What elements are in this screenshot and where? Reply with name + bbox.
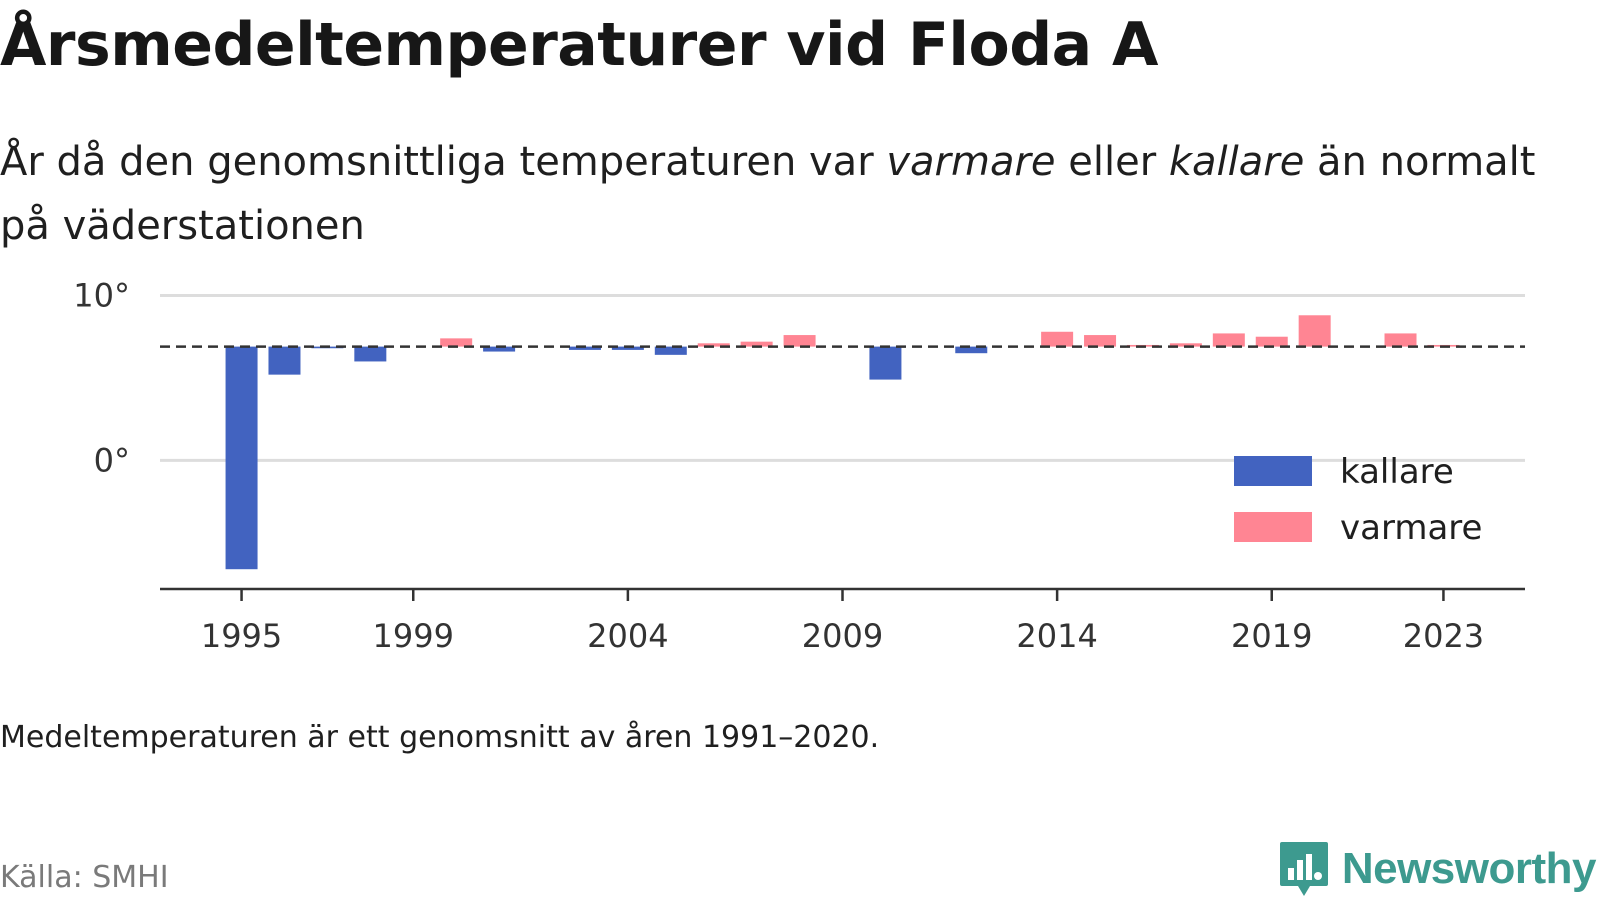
subtitle-text-2: eller bbox=[1055, 139, 1169, 185]
bar-warm bbox=[1384, 333, 1417, 347]
brand[interactable]: Newsworthy bbox=[1278, 840, 1597, 898]
footnote: Medeltemperaturen är ett genomsnitt av å… bbox=[0, 720, 880, 755]
bar-cold bbox=[354, 346, 387, 362]
subtitle-warm-word: varmare bbox=[886, 139, 1056, 185]
x-tick-label: 2019 bbox=[1231, 617, 1312, 655]
legend-swatch-varmare bbox=[1234, 512, 1312, 542]
subtitle-text-1: År då den genomsnittliga temperaturen va… bbox=[0, 139, 887, 185]
bar-warm bbox=[1084, 335, 1117, 347]
x-tick-label: 2004 bbox=[587, 617, 668, 655]
chart-title: Årsmedeltemperaturer vid Floda A bbox=[0, 10, 1158, 80]
gridlines: 10° 0° bbox=[73, 276, 1525, 479]
bar-warm bbox=[740, 341, 773, 347]
bar-warm bbox=[1041, 331, 1074, 347]
subtitle-text-3: än normalt på väderstationen bbox=[0, 139, 1536, 249]
x-tick-label: 2009 bbox=[802, 617, 883, 655]
x-tick-label: 1995 bbox=[201, 617, 282, 655]
x-axis: 1995 1999 2004 2009 2014 2019 2023 bbox=[160, 587, 1525, 655]
bar-warm bbox=[1169, 343, 1202, 347]
bar-cold bbox=[225, 346, 258, 570]
chart-subtitle: År då den genomsnittliga temperaturen va… bbox=[0, 130, 1560, 258]
subtitle-cold-word: kallare bbox=[1168, 139, 1305, 185]
x-tick-label: 2014 bbox=[1016, 617, 1097, 655]
bar-warm bbox=[1255, 336, 1288, 347]
bar-cold bbox=[268, 346, 301, 375]
newsworthy-logo-icon bbox=[1279, 842, 1328, 896]
bars bbox=[225, 315, 1460, 570]
legend: kallare varmare bbox=[1234, 452, 1482, 548]
bar-warm bbox=[697, 343, 730, 347]
bar-warm bbox=[783, 335, 816, 347]
bar-cold bbox=[483, 346, 516, 352]
source-label: Källa: SMHI bbox=[0, 860, 169, 895]
x-tick-label: 1999 bbox=[373, 617, 454, 655]
legend-label-varmare: varmare bbox=[1340, 508, 1482, 548]
temperature-bar-chart: 10° 0° 1995 1999 2004 2009 2014 2019 2023 kalla… bbox=[73, 276, 1525, 655]
legend-label-kallare: kallare bbox=[1340, 452, 1454, 492]
bar-warm bbox=[1212, 333, 1245, 347]
legend-swatch-kallare bbox=[1234, 456, 1312, 486]
brand-name: Newsworthy bbox=[1341, 844, 1597, 893]
bar-cold bbox=[955, 346, 988, 354]
bar-cold bbox=[611, 346, 644, 350]
bar-cold bbox=[568, 346, 601, 350]
x-tick-label: 2023 bbox=[1403, 617, 1484, 655]
y-tick-label: 0° bbox=[94, 441, 130, 479]
y-tick-label: 10° bbox=[73, 276, 130, 314]
bar-warm bbox=[1298, 315, 1331, 347]
bar-warm bbox=[440, 338, 473, 347]
bar-cold bbox=[869, 346, 902, 380]
bar-cold bbox=[654, 346, 687, 355]
